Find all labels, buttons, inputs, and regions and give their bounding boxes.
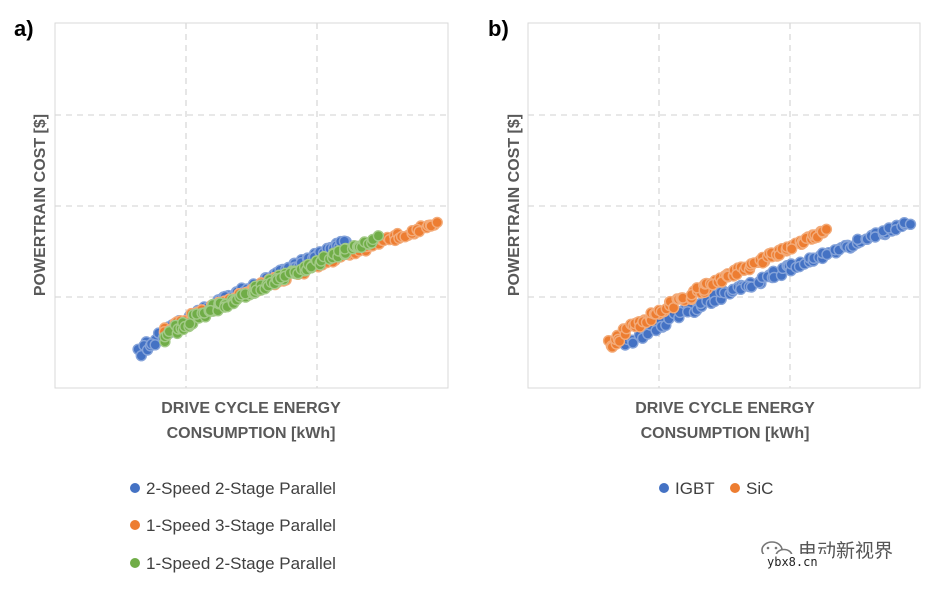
panel-a-label: a) [14,16,34,41]
data-point-sic [820,223,833,236]
legend-label-igbt: IGBT [675,479,715,498]
panel-b-x-axis-title-line-2: CONSUMPTION [kWh] [641,425,810,442]
panel-a: a) POWERTRAIN COST [$] DRIVE CYCLE ENERG… [14,16,449,573]
legend-marker-igbt [658,482,670,494]
panel-a-y-axis-title: POWERTRAIN COST [$] [32,114,49,296]
panel-a-legend: 2-Speed 2-Stage Parallel 1-Speed 3-Stage… [129,479,336,573]
panel-a-x-axis-title-line-1: DRIVE CYCLE ENERGY [161,400,341,417]
watermark-url: ybx8.cn [767,555,818,569]
data-point-sic [786,243,798,255]
legend-label-1-speed-2-stage: 1-Speed 2-Stage Parallel [146,554,336,573]
data-point-1-speed-3-stage-parallel [431,216,443,229]
panel-b: b) POWERTRAIN COST [$] DRIVE CYCLE ENERG… [488,16,921,498]
panel-b-legend: IGBT SiC [658,479,773,498]
panel-a-plot-area [54,22,449,389]
watermark-url-bg [762,554,832,570]
panel-a-points [132,216,443,362]
legend-marker-sic [729,482,741,494]
legend-marker-1-speed-2-stage [129,557,141,569]
legend-label-1-speed-3-stage: 1-Speed 3-Stage Parallel [146,516,336,535]
panel-b-label: b) [488,16,509,41]
panel-b-x-axis-title-line-1: DRIVE CYCLE ENERGY [635,400,815,417]
data-point-1-speed-2-stage-parallel [372,230,385,242]
panel-a-x-axis-title-line-2: CONSUMPTION [kWh] [167,425,336,442]
legend-marker-1-speed-3-stage [129,519,141,531]
panel-b-points [602,216,917,353]
panel-b-y-axis-title: POWERTRAIN COST [$] [506,114,523,296]
panel-b-plot-area [527,22,921,389]
legend-label-2-speed-2-stage: 2-Speed 2-Stage Parallel [146,479,336,498]
data-point-igbt [904,218,917,231]
watermark: 电动新视界 ybx8.cn [761,540,893,570]
legend-label-sic: SiC [746,479,773,498]
data-point-1-speed-2-stage-parallel [183,318,196,330]
data-point-igbt [627,337,639,349]
legend-marker-2-speed-2-stage [129,482,141,494]
